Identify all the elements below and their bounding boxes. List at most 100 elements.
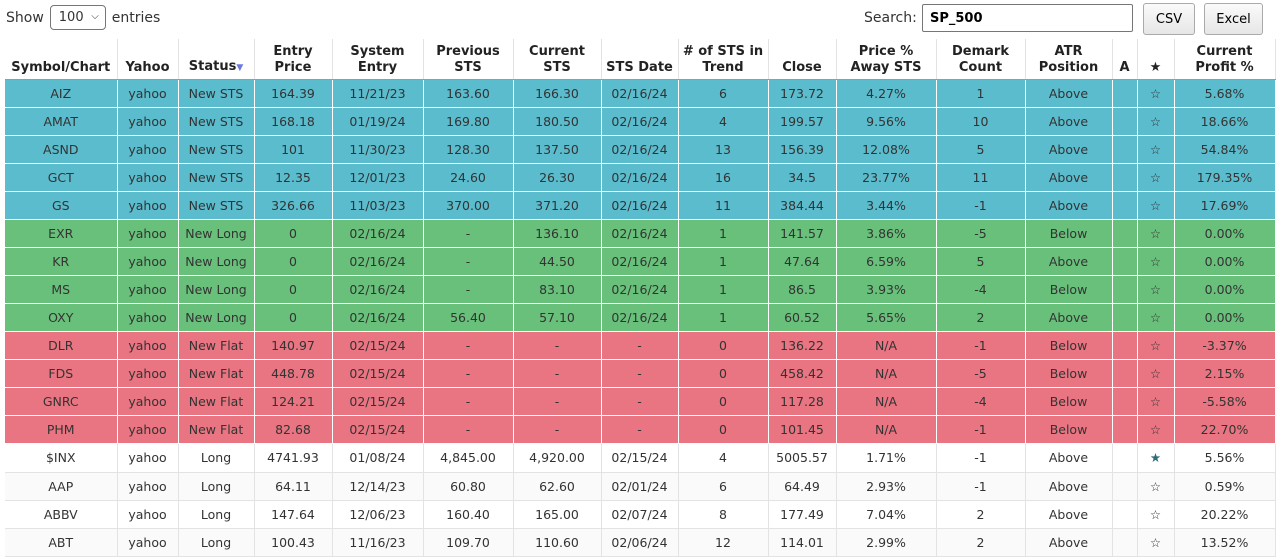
col-symbol-chart[interactable]: Symbol/Chart bbox=[5, 39, 118, 80]
col-system-entry[interactable]: System Entry bbox=[332, 39, 424, 80]
symbol-link[interactable]: AAP bbox=[5, 472, 118, 501]
symbol-link[interactable]: AIZ bbox=[5, 79, 118, 108]
yahoo-link[interactable]: yahoo bbox=[117, 79, 179, 108]
symbol-link[interactable]: GNRC bbox=[5, 387, 118, 416]
yahoo-link[interactable]: yahoo bbox=[117, 275, 179, 304]
col-status[interactable]: Status▼ bbox=[178, 39, 255, 80]
current-sts-cell: 136.10 bbox=[513, 219, 602, 248]
yahoo-link[interactable]: yahoo bbox=[117, 163, 179, 192]
current-sts-cell: - bbox=[513, 415, 602, 444]
sts-in-trend-cell: 1 bbox=[678, 219, 769, 248]
favorite-star-icon[interactable]: ☆ bbox=[1137, 135, 1175, 164]
demark-count-cell: 11 bbox=[936, 163, 1026, 192]
current-sts-cell: 180.50 bbox=[513, 107, 602, 136]
entry-price-cell: 101 bbox=[254, 135, 333, 164]
table-row: $INX yahoo Long 4741.93 01/08/24 4,845.00 4,92… bbox=[5, 443, 1276, 473]
favorite-star-icon[interactable]: ☆ bbox=[1137, 387, 1175, 416]
atr-position-cell: Above bbox=[1025, 135, 1113, 164]
favorite-star-icon[interactable]: ☆ bbox=[1137, 107, 1175, 136]
sts-in-trend-cell: 0 bbox=[678, 387, 769, 416]
system-entry-cell: 02/16/24 bbox=[332, 247, 424, 276]
yahoo-link[interactable]: yahoo bbox=[117, 500, 179, 529]
sts-date-cell: 02/16/24 bbox=[601, 303, 679, 332]
previous-sts-cell: 169.80 bbox=[423, 107, 514, 136]
col-close[interactable]: Close bbox=[768, 39, 837, 80]
yahoo-link[interactable]: yahoo bbox=[117, 107, 179, 136]
symbol-link[interactable]: OXY bbox=[5, 303, 118, 332]
yahoo-link[interactable]: yahoo bbox=[117, 191, 179, 220]
yahoo-link[interactable]: yahoo bbox=[117, 472, 179, 501]
col-previous-sts[interactable]: Previous STS bbox=[423, 39, 514, 80]
symbol-link[interactable]: GS bbox=[5, 191, 118, 220]
entries-select[interactable]: 100 ⌵ bbox=[49, 5, 106, 30]
current-sts-cell: 57.10 bbox=[513, 303, 602, 332]
favorite-star-icon[interactable]: ☆ bbox=[1137, 219, 1175, 248]
symbol-link[interactable]: ABBV bbox=[5, 500, 118, 529]
a-cell bbox=[1112, 415, 1138, 444]
csv-button[interactable]: CSV bbox=[1143, 3, 1195, 35]
symbol-link[interactable]: KR bbox=[5, 247, 118, 276]
current-sts-cell: 165.00 bbox=[513, 500, 602, 529]
symbol-link[interactable]: ABT bbox=[5, 528, 118, 557]
col-atr-position[interactable]: ATR Position bbox=[1025, 39, 1113, 80]
favorite-star-icon[interactable]: ☆ bbox=[1137, 247, 1175, 276]
yahoo-link[interactable]: yahoo bbox=[117, 359, 179, 388]
col-current-profit[interactable]: Current Profit % bbox=[1174, 39, 1276, 80]
symbol-link[interactable]: ASND bbox=[5, 135, 118, 164]
current-sts-cell: 62.60 bbox=[513, 472, 602, 501]
previous-sts-cell: 60.80 bbox=[423, 472, 514, 501]
table-row: GS yahoo New STS 326.66 11/03/23 370.00 371.20… bbox=[5, 191, 1276, 220]
yahoo-link[interactable]: yahoo bbox=[117, 135, 179, 164]
yahoo-link[interactable]: yahoo bbox=[117, 387, 179, 416]
yahoo-link[interactable]: yahoo bbox=[117, 247, 179, 276]
col-current-sts[interactable]: Current STS bbox=[513, 39, 602, 80]
atr-position-cell: Above bbox=[1025, 191, 1113, 220]
yahoo-link[interactable]: yahoo bbox=[117, 219, 179, 248]
favorite-star-icon[interactable]: ☆ bbox=[1137, 331, 1175, 360]
favorite-star-icon[interactable]: ☆ bbox=[1137, 359, 1175, 388]
symbol-link[interactable]: FDS bbox=[5, 359, 118, 388]
col-price-away-sts[interactable]: Price % Away STS bbox=[836, 39, 937, 80]
system-entry-cell: 12/14/23 bbox=[332, 472, 424, 501]
symbol-link[interactable]: GCT bbox=[5, 163, 118, 192]
col-sts-in-trend[interactable]: # of STS in Trend bbox=[678, 39, 769, 80]
favorite-star-icon[interactable]: ☆ bbox=[1137, 79, 1175, 108]
yahoo-link[interactable]: yahoo bbox=[117, 443, 179, 473]
favorite-star-icon[interactable]: ☆ bbox=[1137, 303, 1175, 332]
favorite-star-icon[interactable]: ☆ bbox=[1137, 275, 1175, 304]
status-cell: New STS bbox=[178, 135, 255, 164]
symbol-link[interactable]: AMAT bbox=[5, 107, 118, 136]
favorite-star-icon[interactable]: ☆ bbox=[1137, 472, 1175, 501]
sts-date-cell: - bbox=[601, 415, 679, 444]
col-yahoo[interactable]: Yahoo bbox=[117, 39, 179, 80]
favorite-star-icon[interactable]: ☆ bbox=[1137, 500, 1175, 529]
search-input[interactable] bbox=[922, 4, 1133, 32]
yahoo-link[interactable]: yahoo bbox=[117, 528, 179, 557]
current-profit-cell: 5.68% bbox=[1174, 79, 1276, 108]
col-entry-price[interactable]: Entry Price bbox=[254, 39, 333, 80]
excel-button[interactable]: Excel bbox=[1204, 3, 1263, 35]
yahoo-link[interactable]: yahoo bbox=[117, 331, 179, 360]
favorite-star-icon[interactable]: ☆ bbox=[1137, 163, 1175, 192]
favorite-star-icon[interactable]: ☆ bbox=[1137, 415, 1175, 444]
chevron-down-icon: ⌵ bbox=[91, 11, 99, 22]
demark-count-cell: 1 bbox=[936, 79, 1026, 108]
col-demark-count[interactable]: Demark Count bbox=[936, 39, 1026, 80]
yahoo-link[interactable]: yahoo bbox=[117, 303, 179, 332]
favorite-star-icon[interactable]: ★ bbox=[1137, 443, 1175, 473]
favorite-star-icon[interactable]: ☆ bbox=[1137, 528, 1175, 557]
price-away-cell: 1.71% bbox=[836, 443, 937, 473]
symbol-link[interactable]: EXR bbox=[5, 219, 118, 248]
col-favorite-star-icon[interactable]: ★ bbox=[1137, 39, 1175, 80]
symbol-link[interactable]: DLR bbox=[5, 331, 118, 360]
table-body: AIZ yahoo New STS 164.39 11/21/23 163.60 166.3… bbox=[5, 79, 1276, 557]
yahoo-link[interactable]: yahoo bbox=[117, 415, 179, 444]
favorite-star-icon[interactable]: ☆ bbox=[1137, 191, 1175, 220]
current-profit-cell: 20.22% bbox=[1174, 500, 1276, 529]
symbol-link[interactable]: $INX bbox=[5, 443, 118, 473]
col-a[interactable]: A bbox=[1112, 39, 1138, 80]
symbol-link[interactable]: MS bbox=[5, 275, 118, 304]
symbol-link[interactable]: PHM bbox=[5, 415, 118, 444]
price-away-cell: 2.93% bbox=[836, 472, 937, 501]
col-sts-date[interactable]: STS Date bbox=[601, 39, 679, 80]
